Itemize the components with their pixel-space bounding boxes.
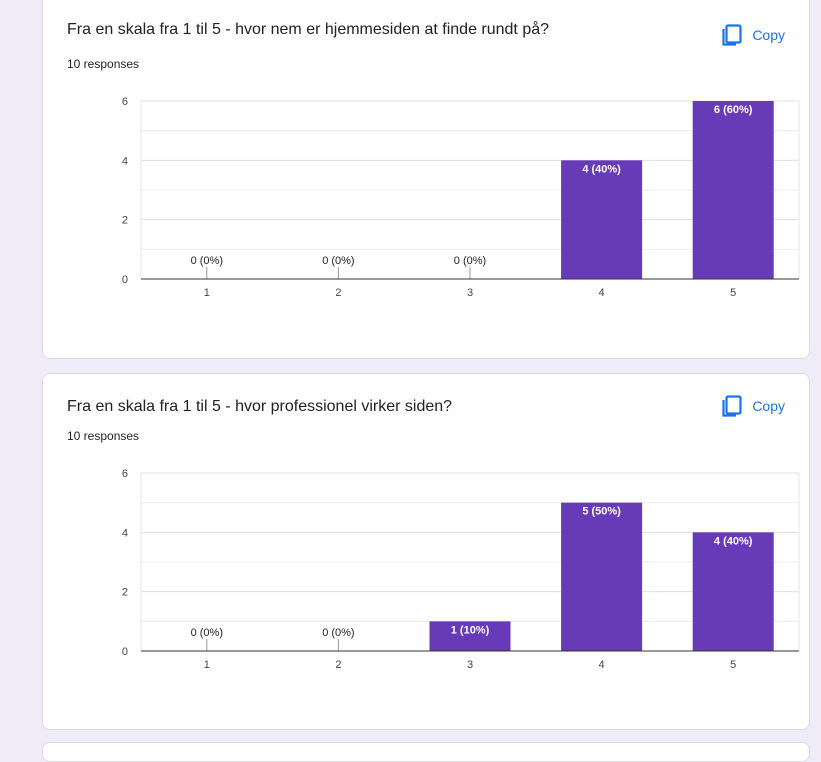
bar-chart: 0 2 4 6 0 (0%) 1 0 (0%) 2 1 (10%) 3 5 (50%) 4 4 (40%… (122, 468, 800, 671)
data-label: 4 (40%) (714, 535, 753, 547)
y-tick-label: 0 (122, 646, 128, 658)
x-tick-label: 2 (335, 287, 341, 299)
y-tick-label: 2 (122, 587, 128, 599)
copy-label: Copy (752, 27, 785, 43)
copy-chart-button[interactable]: Copy (722, 392, 785, 420)
copy-icon (722, 395, 742, 417)
question-title: Fra en skala fra 1 til 5 - hvor nem er h… (67, 21, 550, 38)
x-tick-label: 4 (599, 287, 605, 299)
data-label: 0 (0%) (322, 255, 354, 267)
data-label: 0 (0%) (322, 627, 354, 639)
question-card-partial (42, 742, 810, 762)
data-label: 4 (40%) (582, 163, 621, 175)
data-label: 0 (0%) (191, 627, 223, 639)
x-tick-label: 3 (467, 659, 473, 671)
data-label: 5 (50%) (582, 506, 621, 518)
y-tick-label: 6 (122, 96, 128, 108)
y-tick-label: 2 (122, 215, 128, 227)
x-tick-label: 4 (599, 659, 605, 671)
y-tick-label: 6 (122, 468, 128, 480)
data-label: 6 (60%) (714, 104, 753, 116)
bar (692, 532, 774, 651)
x-tick-label: 1 (204, 659, 210, 671)
bar-chart: 0 2 4 6 0 (0%) 1 0 (0%) 2 0 (0%) 3 4 (40%) 4 6 (60%)… (122, 96, 800, 299)
response-count: 10 responses (67, 429, 140, 443)
bar (429, 621, 511, 651)
x-tick-label: 3 (467, 287, 473, 299)
bar (561, 502, 643, 651)
y-tick-label: 0 (122, 274, 128, 286)
data-label: 1 (10%) (451, 624, 490, 636)
y-tick-label: 4 (122, 155, 128, 167)
x-tick-label: 2 (335, 659, 341, 671)
x-tick-label: 5 (730, 287, 736, 299)
bar (692, 101, 774, 279)
response-count: 10 responses (67, 57, 140, 71)
data-label: 0 (0%) (191, 255, 223, 267)
data-label: 0 (0%) (454, 255, 486, 267)
x-tick-label: 5 (730, 659, 736, 671)
copy-chart-button[interactable]: Copy (722, 21, 785, 49)
bar (561, 160, 643, 279)
question-title: Fra en skala fra 1 til 5 - hvor professi… (67, 398, 453, 415)
copy-label: Copy (752, 398, 785, 414)
copy-icon (722, 24, 742, 46)
question-card: Fra en skala fra 1 til 5 - hvor professi… (42, 373, 810, 730)
x-tick-label: 1 (204, 287, 210, 299)
y-tick-label: 4 (122, 527, 128, 539)
question-card: Fra en skala fra 1 til 5 - hvor nem er h… (42, 0, 810, 359)
